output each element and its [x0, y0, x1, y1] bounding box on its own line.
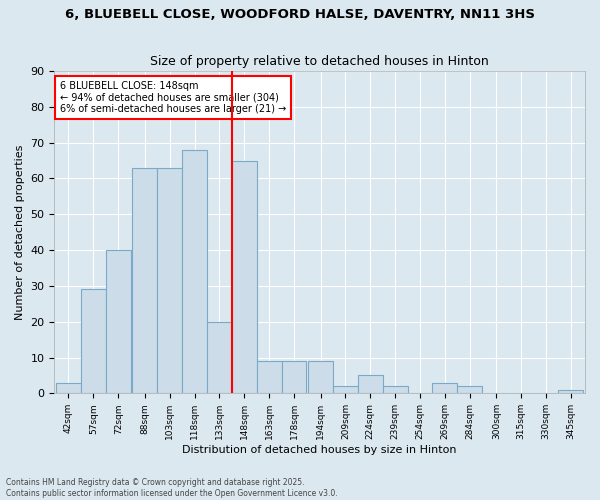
Bar [257, 361, 281, 394]
Bar [333, 386, 358, 394]
Bar [559, 390, 583, 394]
Bar [383, 386, 407, 394]
Bar [157, 168, 182, 394]
Bar [457, 386, 482, 394]
Bar [308, 361, 333, 394]
Title: Size of property relative to detached houses in Hinton: Size of property relative to detached ho… [151, 56, 489, 68]
Bar [207, 322, 232, 394]
Bar [56, 382, 81, 394]
Bar [433, 382, 457, 394]
Bar [106, 250, 131, 394]
Y-axis label: Number of detached properties: Number of detached properties [15, 144, 25, 320]
Bar [133, 168, 157, 394]
Text: 6, BLUEBELL CLOSE, WOODFORD HALSE, DAVENTRY, NN11 3HS: 6, BLUEBELL CLOSE, WOODFORD HALSE, DAVEN… [65, 8, 535, 20]
Text: 6 BLUEBELL CLOSE: 148sqm
← 94% of detached houses are smaller (304)
6% of semi-d: 6 BLUEBELL CLOSE: 148sqm ← 94% of detach… [60, 80, 286, 114]
Bar [81, 290, 106, 394]
X-axis label: Distribution of detached houses by size in Hinton: Distribution of detached houses by size … [182, 445, 457, 455]
Bar [232, 160, 257, 394]
Bar [182, 150, 207, 394]
Bar [358, 376, 383, 394]
Text: Contains HM Land Registry data © Crown copyright and database right 2025.
Contai: Contains HM Land Registry data © Crown c… [6, 478, 338, 498]
Bar [281, 361, 307, 394]
